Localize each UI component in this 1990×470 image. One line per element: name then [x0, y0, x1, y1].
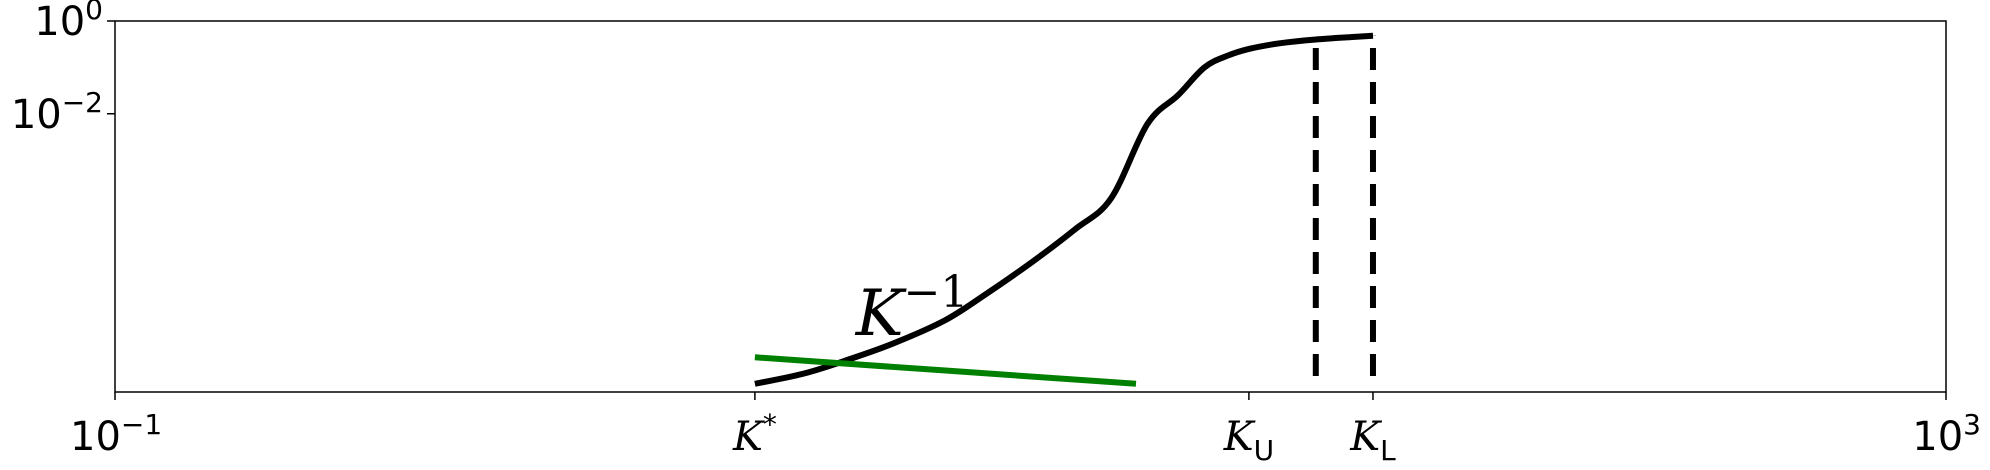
series-layer: [754, 32, 1374, 387]
vlines-layer: [1312, 35, 1376, 376]
annotation-0: K−1: [855, 267, 969, 351]
ticks-layer: 10−1 K* KU KL 103 100 10−2: [11, 0, 1981, 467]
series-line-1: [754, 354, 1137, 387]
series-line-0: [754, 32, 1374, 387]
x-tick-label-3: KL: [1349, 414, 1396, 467]
y-tick-label-1: 10−2: [11, 86, 103, 138]
y-tick-label-0: 100: [34, 0, 103, 45]
x-tick-label-2: KU: [1223, 414, 1274, 467]
x-tick-label-1: K*: [732, 408, 777, 460]
plot-frame: [114, 20, 1947, 393]
x-tick-label-4: 103: [1912, 408, 1981, 460]
annotation-layer: K−1: [855, 267, 969, 351]
x-tick-label-0: 10−1: [70, 408, 162, 460]
